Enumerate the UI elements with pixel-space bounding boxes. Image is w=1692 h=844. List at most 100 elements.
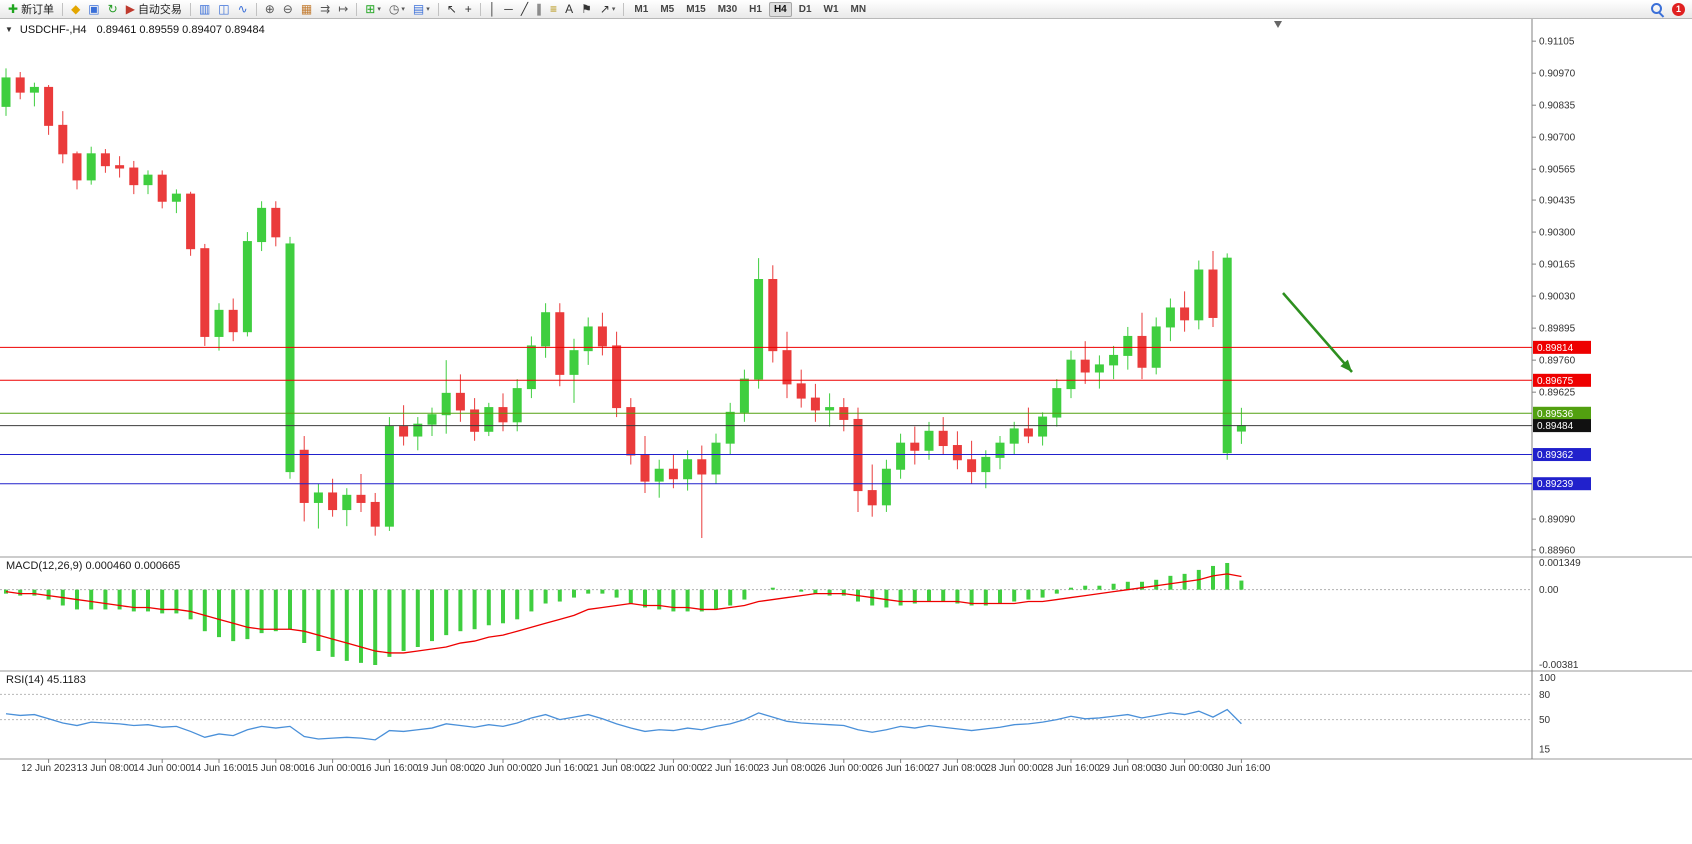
svg-text:27 Jun 08:00: 27 Jun 08:00 [928,763,986,774]
zoom-in-icon-glyph: ⊕ [264,2,275,16]
svg-text:0.88960: 0.88960 [1539,545,1576,556]
svg-text:0.90970: 0.90970 [1539,69,1576,80]
charts-window-icon-glyph: ▣ [88,2,100,16]
label-icon[interactable]: ⚑ [577,0,596,19]
zoom-in-icon[interactable]: ⊕ [261,0,279,19]
refresh-icon[interactable]: ↻ [104,0,122,19]
svg-text:16 Jun 00:00: 16 Jun 00:00 [304,763,362,774]
timeframe-m15[interactable]: M15 [686,3,706,15]
svg-text:19 Jun 08:00: 19 Jun 08:00 [417,763,475,774]
crosshair-icon[interactable]: + [461,0,476,19]
line-chart-icon-glyph: ∿ [237,2,248,16]
bar-chart-icon-glyph: ▥ [198,2,211,16]
search-icon[interactable] [1649,1,1665,18]
metaeditor-icon[interactable]: ◆ [67,0,84,19]
chart-canvas[interactable]: 0.91105 0.90970 0.90835 0.90700 0.90565 0.904… [0,19,1692,844]
templates-icon-glyph: ▤ [412,2,425,16]
channel-icon[interactable]: ∥ [532,0,546,19]
bar-chart-icon[interactable]: ▥ [195,0,214,19]
zoom-out-icon[interactable]: ⊖ [279,0,297,19]
indicators-icon[interactable]: ⊞ ▾ [361,0,385,19]
svg-text:0.89814: 0.89814 [1537,343,1574,354]
new-order-glyph: ✚ [8,2,19,16]
new-order-button[interactable]: ✚ 新订单 [4,0,58,19]
vertical-line-icon[interactable]: │ [485,0,501,19]
crosshair-icon-glyph: + [464,2,472,16]
symbol-info: ▼ USDCHF-,H4 0.89461 0.89559 0.89407 0.894… [5,24,265,36]
candlestick-chart-icon[interactable]: ◫ [214,0,233,19]
autotrading-glyph: ▶ [125,2,135,16]
periods-icon[interactable]: ◷ ▾ [385,0,409,19]
cursor-icon[interactable]: ↖ [443,0,461,19]
svg-text:14 Jun 00:00: 14 Jun 00:00 [133,763,191,774]
timeframe-w1[interactable]: W1 [823,3,839,15]
refresh-icon-glyph: ↻ [107,2,118,16]
timeframe-h1[interactable]: H1 [749,3,762,15]
auto-scroll-icon[interactable]: ⇉ [316,0,334,19]
trendline-icon[interactable]: ╱ [517,0,532,19]
arrows-icon[interactable]: ↗ ▾ [596,0,620,19]
svg-text:0.89090: 0.89090 [1539,515,1576,526]
chart-annotations[interactable] [1274,21,1353,373]
svg-text:0.90835: 0.90835 [1539,101,1576,112]
chart-shift-marker [1274,21,1282,28]
collapse-ohlc-icon[interactable]: ▼ [5,25,13,34]
timeframe-m1[interactable]: M1 [634,3,649,15]
svg-text:0.90700: 0.90700 [1539,133,1576,144]
svg-text:20 Jun 00:00: 20 Jun 00:00 [474,763,532,774]
dropdown-caret-icon: ▾ [611,6,616,13]
toolbar-right: 1 [1649,1,1688,18]
svg-text:26 Jun 00:00: 26 Jun 00:00 [815,763,873,774]
svg-text:15 Jun 08:00: 15 Jun 08:00 [247,763,305,774]
macd-indicator-label: MACD(12,26,9) 0.000460 0.000665 [6,560,181,572]
templates-icon[interactable]: ▤ ▾ [409,0,434,19]
tile-windows-icon[interactable]: ▦ [297,0,316,19]
chart-shift-icon[interactable]: ↦ [334,0,352,19]
fibonacci-icon-glyph: ≡ [550,2,558,16]
text-icon[interactable]: A [561,0,577,19]
autotrading-button[interactable]: ▶ 自动交易 [122,0,186,19]
candlestick-chart-icon-glyph: ◫ [218,2,230,16]
svg-text:50: 50 [1539,715,1551,726]
toolbar-separator [356,2,358,16]
vertical-line-icon-glyph: │ [488,2,497,16]
timeframe-h4[interactable]: H4 [768,1,792,17]
new-order-button-label: 新订单 [21,4,55,16]
line-chart-icon[interactable]: ∿ [234,0,252,19]
periods-icon-glyph: ◷ [388,2,400,16]
timeframe-m30[interactable]: M30 [717,3,738,15]
dropdown-caret-icon: ▾ [426,6,430,13]
svg-text:-0.00381: -0.00381 [1539,660,1579,671]
search-icon-glass [1651,3,1662,14]
price-axis: 0.91105 0.90970 0.90835 0.90700 0.90565 0.904… [1532,37,1576,556]
timeframe-d1[interactable]: D1 [798,3,812,15]
dropdown-caret-icon: ▾ [377,6,381,13]
rsi-layer: 100 80 50 15 [0,673,1556,756]
svg-text:0.89484: 0.89484 [1537,421,1574,432]
toolbar-separator [437,2,439,16]
svg-text:0.89895: 0.89895 [1539,324,1576,335]
timeframe-mn[interactable]: MN [850,3,867,15]
svg-text:26 Jun 16:00: 26 Jun 16:00 [872,763,930,774]
candles-layer [1,68,1246,539]
indicators-icon-glyph: ⊞ [365,2,376,16]
timeframe-m5[interactable]: M5 [660,3,675,15]
svg-text:14 Jun 16:00: 14 Jun 16:00 [190,763,248,774]
horizontal-line-icon[interactable]: ─ [500,0,517,19]
notification-badge[interactable]: 1 [1672,2,1685,16]
svg-text:0.00: 0.00 [1539,585,1559,596]
symbol-period-label: USDCHF-,H4 [19,24,87,36]
svg-text:30 Jun 00:00: 30 Jun 00:00 [1156,763,1214,774]
chart-shift-icon-glyph: ↦ [338,2,349,16]
svg-text:22 Jun 00:00: 22 Jun 00:00 [644,763,702,774]
horizontal-line-objects[interactable] [0,346,1532,485]
charts-window-icon[interactable]: ▣ [84,0,103,19]
toolbar-groups: ✚ 新订单 ◆ ▣ ↻ ▶ 自动交易 ▥ ◫ ∿ ⊕ ⊖ ▦ ⇉ ↦ ⊞ ▾ ◷ ▾ ▤ ▾ ↖ + │ ─ ╱ ∥ ≡ A ⚑ ↗ ▾ [4,0,619,18]
svg-text:0.90165: 0.90165 [1539,260,1576,271]
fibonacci-icon[interactable]: ≡ [546,0,561,19]
dropdown-caret-icon: ▾ [401,6,405,13]
svg-text:0.89625: 0.89625 [1539,388,1576,399]
autotrading-button-label: 自动交易 [137,4,182,16]
svg-text:29 Jun 08:00: 29 Jun 08:00 [1099,763,1157,774]
